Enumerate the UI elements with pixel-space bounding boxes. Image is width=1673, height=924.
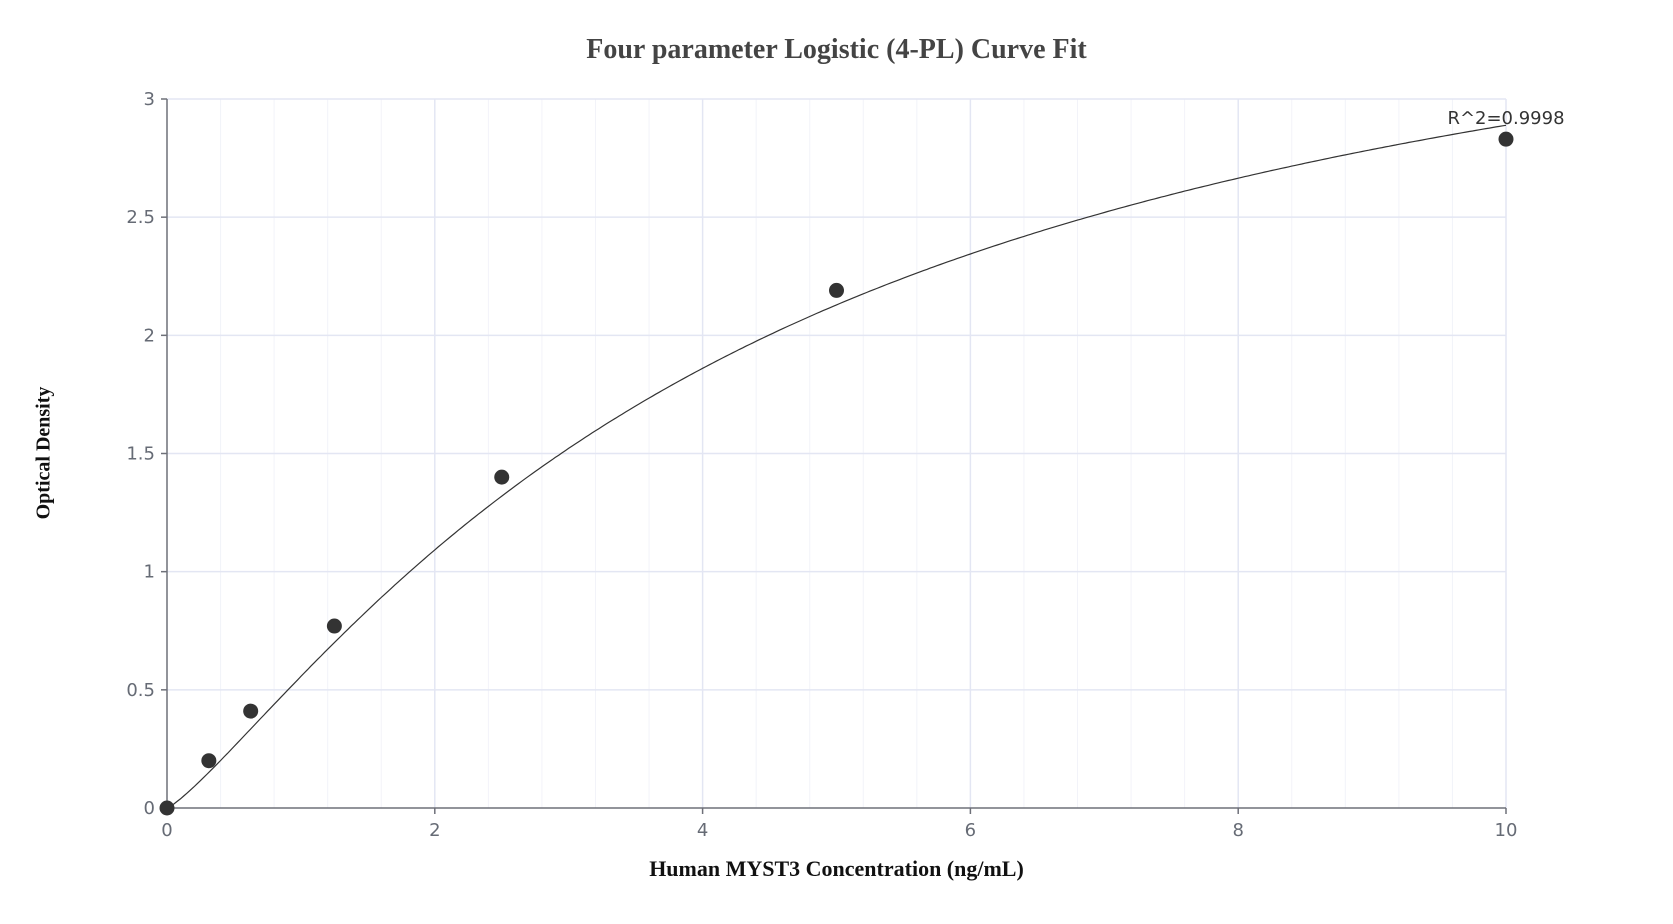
- data-point: [829, 282, 844, 298]
- y-tick-label: 0.5: [126, 680, 155, 701]
- y-tick-label: 1: [144, 562, 155, 583]
- gridlines: [167, 98, 1507, 808]
- annotations: R^2=0.9998: [1447, 108, 1564, 129]
- y-tick-label: 2: [144, 325, 155, 346]
- x-tick-label: 2: [429, 820, 440, 841]
- y-tick-label: 1.5: [126, 444, 155, 465]
- data-point: [1498, 131, 1514, 147]
- x-tick-label: 8: [1232, 820, 1243, 841]
- data-point: [159, 800, 175, 816]
- chart-title: Four parameter Logistic (4-PL) Curve Fit: [586, 34, 1087, 65]
- x-tick-label: 4: [697, 820, 708, 841]
- x-tick-label: 0: [161, 820, 172, 841]
- data-point: [201, 753, 217, 769]
- y-tick-label: 3: [144, 89, 155, 110]
- data-points: [159, 131, 1514, 816]
- x-axis-label: Human MYST3 Concentration (ng/mL): [649, 856, 1024, 881]
- fit-curve: [166, 124, 1507, 809]
- x-tick-label: 10: [1495, 820, 1518, 841]
- y-tick-label: 2.5: [126, 207, 155, 228]
- data-point: [494, 469, 510, 485]
- x-tick-label: 6: [965, 820, 976, 841]
- data-point: [326, 618, 342, 634]
- fit-curve-path: [166, 124, 1507, 809]
- axes: 0 2 4 6 8 10 0 0.5 1 1.5 2 2.5 3: [126, 89, 1517, 841]
- data-point: [243, 703, 259, 719]
- r-squared-label: R^2=0.9998: [1447, 108, 1564, 129]
- y-tick-label: 0: [144, 798, 155, 819]
